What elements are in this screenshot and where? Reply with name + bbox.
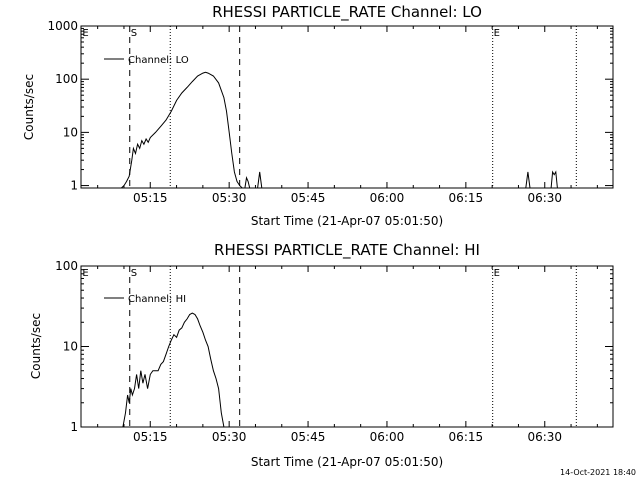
x-axis-ticks: 05:15 05:30 05:45 06:00 06:15 06:30 (97, 26, 598, 205)
event-marker-label: E (494, 268, 500, 279)
y-tick-label: 10 (63, 340, 78, 354)
x-tick-label: 05:30 (212, 191, 247, 205)
series-line (525, 171, 531, 189)
y-axis-ticks: 1 10 100 (55, 259, 613, 434)
y-axis-label: Counts/sec (22, 74, 36, 140)
chart-hi-panel: RHESSI PARTICLE_RATE Channel: HI 05:15 05… (29, 241, 614, 469)
plot-frame (80, 265, 614, 428)
data-series (108, 71, 558, 189)
event-marker-label: S (131, 268, 137, 279)
event-lines (129, 266, 577, 427)
y-tick-label: 100 (55, 72, 78, 86)
x-axis-ticks: 05:15 05:30 05:45 06:00 06:15 06:30 (97, 266, 598, 444)
y-tick-label: 1000 (47, 19, 78, 33)
event-marker-label: S (131, 28, 137, 39)
legend-label: Channel: LO (128, 55, 189, 66)
x-axis-label: Start Time (21-Apr-07 05:01:50) (251, 455, 443, 469)
x-tick-label: 06:30 (527, 430, 562, 444)
series-line (550, 170, 558, 189)
legend-label: Channel: HI (128, 294, 186, 305)
x-tick-label: 06:15 (449, 191, 484, 205)
chart-title: RHESSI PARTICLE_RATE Channel: HI (214, 241, 480, 260)
series-line (108, 71, 243, 189)
x-tick-label: 05:30 (212, 430, 247, 444)
footer-timestamp: 14-Oct-2021 18:40 (560, 468, 636, 477)
plot-frame (80, 25, 614, 189)
y-tick-label: 1 (70, 179, 78, 193)
x-tick-label: 05:45 (291, 191, 326, 205)
x-tick-label: 06:00 (370, 430, 405, 444)
event-marker-label: E (82, 28, 88, 39)
x-tick-label: 06:00 (370, 191, 405, 205)
event-marker-label: E (82, 268, 88, 279)
chart-lo-panel: RHESSI PARTICLE_RATE Channel: LO 05:15 05… (22, 3, 614, 228)
chart-title: RHESSI PARTICLE_RATE Channel: LO (212, 3, 482, 22)
y-tick-label: 10 (63, 125, 78, 139)
series-line (257, 171, 263, 189)
y-tick-label: 1 (70, 420, 78, 434)
x-tick-label: 06:30 (527, 191, 562, 205)
x-tick-label: 05:15 (133, 430, 168, 444)
series-line (244, 176, 251, 189)
x-axis-label: Start Time (21-Apr-07 05:01:50) (251, 214, 443, 228)
x-tick-label: 05:45 (291, 430, 326, 444)
series-line (122, 312, 225, 428)
event-marker-label: E (494, 28, 500, 39)
data-series (122, 312, 225, 428)
x-tick-label: 06:15 (449, 430, 484, 444)
event-lines (129, 26, 577, 188)
x-tick-label: 05:15 (133, 191, 168, 205)
y-axis-ticks: 1 10 100 1000 (47, 19, 613, 193)
y-axis-label: Counts/sec (29, 313, 43, 379)
y-tick-label: 100 (55, 259, 78, 273)
